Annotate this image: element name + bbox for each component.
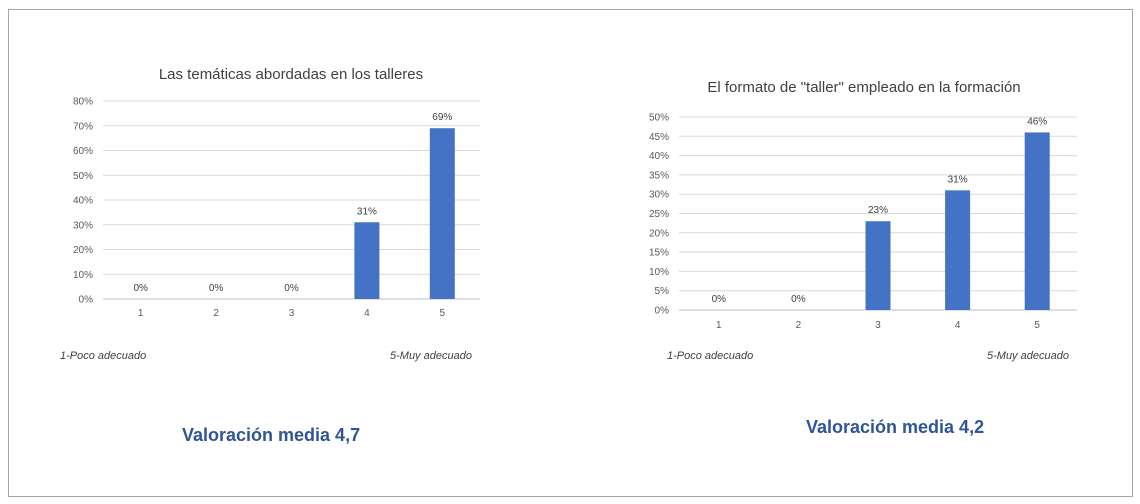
x-tick-label: 2 (796, 320, 802, 331)
y-tick-label: 40% (649, 151, 669, 162)
y-tick-label: 0% (655, 306, 670, 317)
y-tick-label: 40% (73, 196, 93, 207)
y-tick-label: 80% (73, 97, 93, 108)
x-tick-label: 3 (289, 308, 295, 319)
data-label: 0% (133, 283, 148, 294)
bar (354, 222, 380, 299)
bar (945, 190, 971, 310)
y-tick-label: 35% (649, 170, 669, 181)
data-label: 0% (284, 283, 299, 294)
y-tick-label: 15% (649, 248, 669, 259)
average-rating-right: Valoración media 4,2 (806, 417, 985, 437)
slide-frame: Las temáticas abordadas en los talleres 0… (8, 9, 1133, 497)
data-label: 31% (357, 206, 377, 217)
y-tick-label: 20% (73, 245, 93, 256)
y-tick-label: 25% (649, 209, 669, 220)
y-tick-label: 20% (649, 228, 669, 239)
data-label: 0% (209, 283, 224, 294)
x-tick-label: 5 (440, 308, 446, 319)
y-tick-label: 50% (73, 171, 93, 182)
average-rating-left: Valoración media 4,7 (182, 425, 361, 445)
data-label: 46% (1027, 116, 1047, 127)
x-tick-label: 5 (1034, 320, 1040, 331)
y-tick-label: 0% (79, 295, 94, 306)
scale-low-note-left: 1-Poco adecuado (60, 350, 147, 362)
scale-low-note-right: 1-Poco adecuado (667, 350, 754, 362)
y-tick-label: 10% (73, 270, 93, 281)
x-tick-label: 1 (138, 308, 144, 319)
y-tick-label: 50% (649, 113, 669, 124)
y-tick-label: 30% (73, 220, 93, 231)
y-tick-label: 60% (73, 146, 93, 157)
bar (429, 128, 455, 299)
scale-high-note-right: 5-Muy adecuado (987, 350, 1069, 362)
bar (865, 221, 891, 310)
x-tick-label: 4 (955, 320, 961, 331)
data-label: 31% (948, 174, 968, 185)
y-tick-label: 70% (73, 121, 93, 132)
chart-formato-taller: El formato de "taller" empleado en la fo… (649, 79, 1077, 331)
x-tick-label: 1 (716, 320, 722, 331)
x-tick-label: 3 (875, 320, 881, 331)
data-label: 0% (712, 294, 727, 305)
y-tick-label: 5% (655, 286, 670, 297)
chart-title: El formato de "taller" empleado en la fo… (707, 79, 1020, 96)
data-label: 0% (791, 294, 806, 305)
scale-high-note-left: 5-Muy adecuado (390, 350, 472, 362)
y-tick-label: 10% (649, 267, 669, 278)
y-tick-label: 45% (649, 132, 669, 143)
x-tick-label: 4 (364, 308, 370, 319)
bar (1024, 132, 1050, 310)
chart-title: Las temáticas abordadas en los talleres (159, 66, 423, 83)
data-label: 23% (868, 205, 888, 216)
x-tick-label: 2 (213, 308, 219, 319)
chart-tematicas: Las temáticas abordadas en los talleres 0… (73, 66, 480, 319)
data-label: 69% (432, 112, 452, 123)
y-tick-label: 30% (649, 190, 669, 201)
